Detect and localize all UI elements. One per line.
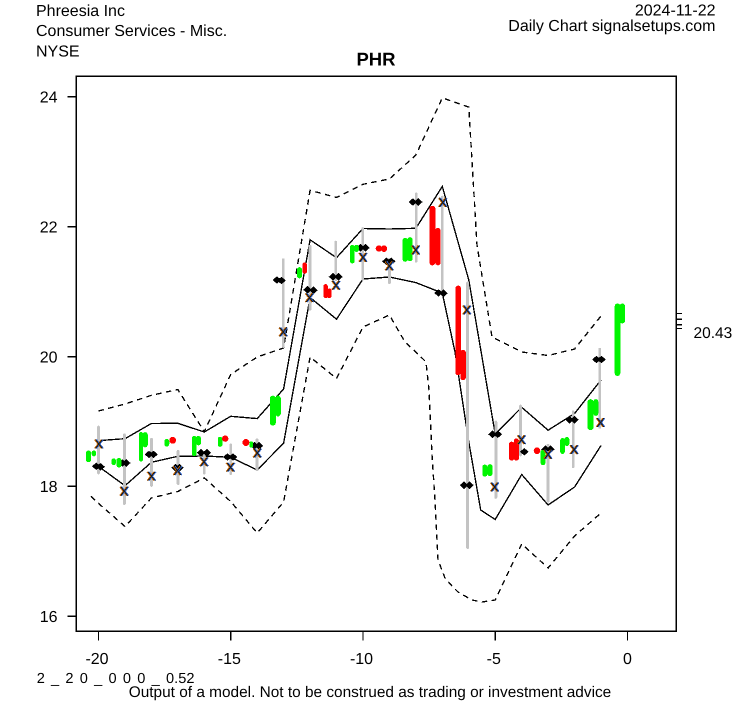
svg-text:-5: -5 [487,651,501,668]
svg-text:16: 16 [40,609,58,626]
svg-text:Output of a model. Not to be c: Output of a model. Not to be construed a… [129,684,612,701]
svg-text:PHR: PHR [356,49,395,70]
svg-text:18: 18 [40,479,58,496]
svg-text:-15: -15 [218,651,241,668]
svg-text:Daily Chart signalsetups.com: Daily Chart signalsetups.com [508,18,715,35]
svg-text:20.43: 20.43 [694,325,733,342]
svg-text:2 _ 2 0 _ 0 0 0 _ 0.52: 2 _ 2 0 _ 0 0 0 _ 0.52 [37,671,195,687]
svg-text:24: 24 [40,90,58,107]
svg-text:0: 0 [623,651,632,668]
svg-text:NYSE: NYSE [36,43,80,60]
svg-text:2024-11-22: 2024-11-22 [635,3,716,20]
svg-text:Phreesia Inc: Phreesia Inc [36,3,125,20]
svg-text:20: 20 [40,349,58,366]
svg-text:-20: -20 [85,651,108,668]
svg-text:Consumer Services - Misc.: Consumer Services - Misc. [36,23,227,40]
svg-text:22: 22 [40,220,58,237]
svg-text:-10: -10 [350,651,373,668]
